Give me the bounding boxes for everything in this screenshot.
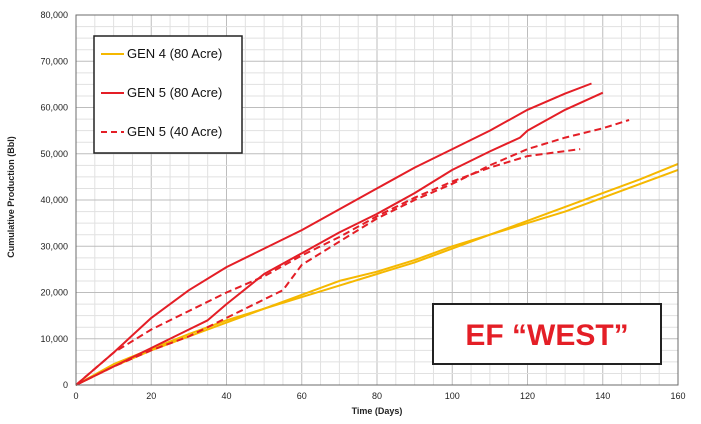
x-tick-label: 80	[372, 391, 382, 401]
x-axis-label: Time (Days)	[352, 406, 403, 416]
series-layer	[75, 82, 679, 386]
series-line-1	[75, 162, 679, 386]
y-tick-label: 30,000	[40, 241, 68, 251]
series-line-4	[75, 91, 604, 386]
x-tick-label: 60	[297, 391, 307, 401]
callout-text: EF “WEST”	[465, 319, 628, 352]
legend-box	[93, 35, 243, 154]
y-tick-label: 10,000	[40, 334, 68, 344]
y-axis-label: Cumulative Production (Bbl)	[6, 136, 16, 258]
y-tick-label: 0	[63, 380, 68, 390]
y-tick-label: 80,000	[40, 10, 68, 20]
legend: GEN 4 (80 Acre) GEN 5 (80 Acre) GEN 5 (4…	[93, 35, 243, 154]
x-tick-label: 120	[520, 391, 535, 401]
y-tick-label: 40,000	[40, 195, 68, 205]
legend-label-gen4-80: GEN 4 (80 Acre)	[127, 46, 222, 61]
x-tick-label: 0	[73, 391, 78, 401]
legend-label-gen5-80: GEN 5 (80 Acre)	[127, 85, 222, 100]
y-tick-label: 70,000	[40, 56, 68, 66]
x-tick-label: 160	[670, 391, 685, 401]
series-line-6	[75, 119, 630, 386]
y-tick-label: 50,000	[40, 149, 68, 159]
series-line-5	[75, 148, 581, 386]
series-line-3	[75, 82, 592, 386]
tick-labels: 0 20 40 60 80 100 120 140 160 0 10,000 20,000 30,000…	[40, 10, 685, 401]
legend-label-gen5-40: GEN 5 (40 Acre)	[127, 124, 222, 139]
x-tick-label: 140	[595, 391, 610, 401]
callout-box	[432, 303, 662, 365]
y-tick-label: 60,000	[40, 103, 68, 113]
region-callout: EF “WEST”	[432, 303, 662, 365]
x-tick-label: 20	[146, 391, 156, 401]
y-tick-label: 20,000	[40, 288, 68, 298]
series-line-2	[75, 168, 679, 386]
x-tick-label: 40	[221, 391, 231, 401]
plot-area-frame	[75, 14, 679, 386]
x-tick-label: 100	[445, 391, 460, 401]
